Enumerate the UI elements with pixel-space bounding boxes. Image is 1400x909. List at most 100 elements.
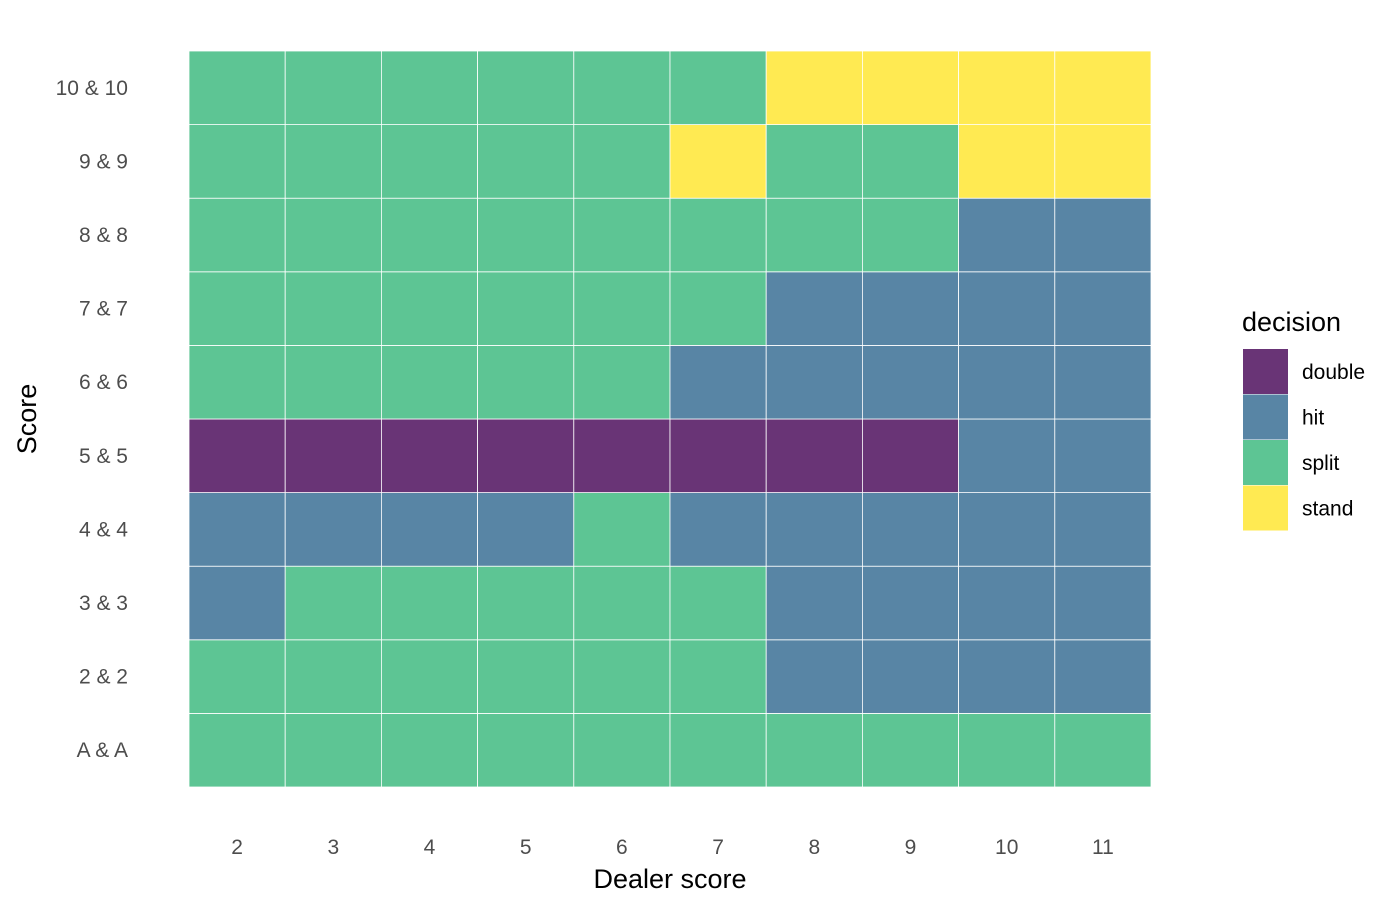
- heatmap-cell: [380, 639, 478, 714]
- heatmap-cell: [958, 124, 1056, 199]
- heatmap-cell: [765, 492, 863, 567]
- heatmap-cell: [862, 344, 960, 420]
- legend-label-stand: stand: [1302, 498, 1353, 521]
- heatmap-cell: [862, 124, 960, 199]
- x-tick-label: 7: [712, 836, 724, 859]
- heatmap-cell: [380, 124, 478, 199]
- heatmap-cell: [380, 50, 478, 125]
- heatmap-cell: [765, 418, 863, 493]
- heatmap-cell: [1054, 344, 1152, 420]
- heatmap-cell: [765, 197, 863, 273]
- heatmap-cell: [284, 50, 382, 125]
- heatmap-cell: [188, 418, 286, 493]
- heatmap-cell: [573, 197, 671, 273]
- heatmap-cell: [669, 124, 767, 199]
- heatmap-cell: [477, 713, 575, 788]
- legend-label-hit: hit: [1302, 407, 1324, 430]
- heatmap-cell: [573, 344, 671, 420]
- heatmap-cell: [1054, 565, 1152, 641]
- heatmap-cell: [284, 639, 382, 714]
- heatmap-cell: [188, 713, 286, 788]
- heatmap-cell: [188, 492, 286, 567]
- heatmap-cell: [669, 197, 767, 273]
- y-tick-label: A & A: [77, 739, 128, 762]
- heatmap-cell: [1054, 124, 1152, 199]
- heatmap-cell: [477, 271, 575, 346]
- heatmap-cell: [284, 713, 382, 788]
- heatmap-cell: [284, 565, 382, 641]
- heatmap-cell: [477, 639, 575, 714]
- heatmap-cell: [1054, 492, 1152, 567]
- heatmap-cell: [669, 50, 767, 125]
- heatmap-cell: [284, 271, 382, 346]
- heatmap-cell: [669, 271, 767, 346]
- heatmap-cell: [573, 639, 671, 714]
- heatmap-cell: [765, 344, 863, 420]
- heatmap-cell: [862, 713, 960, 788]
- heatmap-cell: [573, 124, 671, 199]
- x-tick-label: 9: [905, 836, 917, 859]
- heatmap-cell: [669, 639, 767, 714]
- x-tick-label: 5: [520, 836, 532, 859]
- heatmap-cell: [1054, 713, 1152, 788]
- heatmap-cell: [188, 639, 286, 714]
- x-tick-label: 6: [616, 836, 628, 859]
- heatmap-cell: [862, 271, 960, 346]
- x-axis-title: Dealer score: [593, 864, 746, 894]
- x-tick-label: 10: [995, 836, 1018, 859]
- legend-title: decision: [1242, 307, 1341, 337]
- heatmap-cell: [573, 418, 671, 493]
- heatmap-cell: [380, 713, 478, 788]
- heatmap-cell: [477, 197, 575, 273]
- y-tick-label: 6 & 6: [79, 371, 128, 394]
- heatmap-cell: [862, 492, 960, 567]
- heatmap-cell: [958, 50, 1056, 125]
- y-tick-label: 5 & 5: [79, 445, 128, 468]
- heatmap-cell: [380, 197, 478, 273]
- heatmap-cell: [188, 565, 286, 641]
- y-tick-label: 3 & 3: [79, 592, 128, 615]
- heatmap-cell: [380, 271, 478, 346]
- heatmap-cell: [188, 124, 286, 199]
- heatmap-cell: [1054, 197, 1152, 273]
- heatmap-cell: [862, 50, 960, 125]
- heatmap-cell: [477, 492, 575, 567]
- y-tick-label: 9 & 9: [79, 150, 128, 173]
- heatmap-cell: [1054, 418, 1152, 493]
- x-axis-tick-labels: 2 3 4 5 6 7 8 9 10 11: [231, 836, 1114, 859]
- heatmap-cell: [862, 565, 960, 641]
- heatmap-cell: [573, 565, 671, 641]
- heatmap-cell: [477, 565, 575, 641]
- x-tick-label: 8: [808, 836, 820, 859]
- heatmap-cell: [284, 418, 382, 493]
- heatmap-cell: [669, 565, 767, 641]
- heatmap-cell: [958, 197, 1056, 273]
- heatmap-cell: [765, 50, 863, 125]
- heatmap-cell: [958, 492, 1056, 567]
- heatmap-cell: [380, 492, 478, 567]
- heatmap-cell: [188, 50, 286, 125]
- heatmap-cell: [573, 713, 671, 788]
- heatmap-cell: [284, 492, 382, 567]
- heatmap-cell: [765, 565, 863, 641]
- y-tick-label: 7 & 7: [79, 298, 128, 321]
- heatmap-cell: [669, 418, 767, 493]
- heatmap-cell: [188, 271, 286, 346]
- heatmap-cell: [862, 197, 960, 273]
- legend: decision double hit split stand: [1242, 307, 1365, 531]
- heatmap-cell: [284, 124, 382, 199]
- heatmap-cell: [284, 344, 382, 420]
- heatmap-cell: [380, 565, 478, 641]
- heatmap-cell: [765, 271, 863, 346]
- heatmap-cell: [188, 344, 286, 420]
- heatmap-cell: [477, 418, 575, 493]
- heatmap-cell: [669, 344, 767, 420]
- x-tick-label: 3: [327, 836, 339, 859]
- heatmap-cell: [1054, 639, 1152, 714]
- legend-entries: double hit split stand: [1243, 349, 1365, 531]
- x-tick-label: 4: [424, 836, 436, 859]
- y-tick-label: 4 & 4: [79, 518, 128, 541]
- heatmap-cell: [958, 565, 1056, 641]
- x-tick-label: 11: [1092, 836, 1114, 859]
